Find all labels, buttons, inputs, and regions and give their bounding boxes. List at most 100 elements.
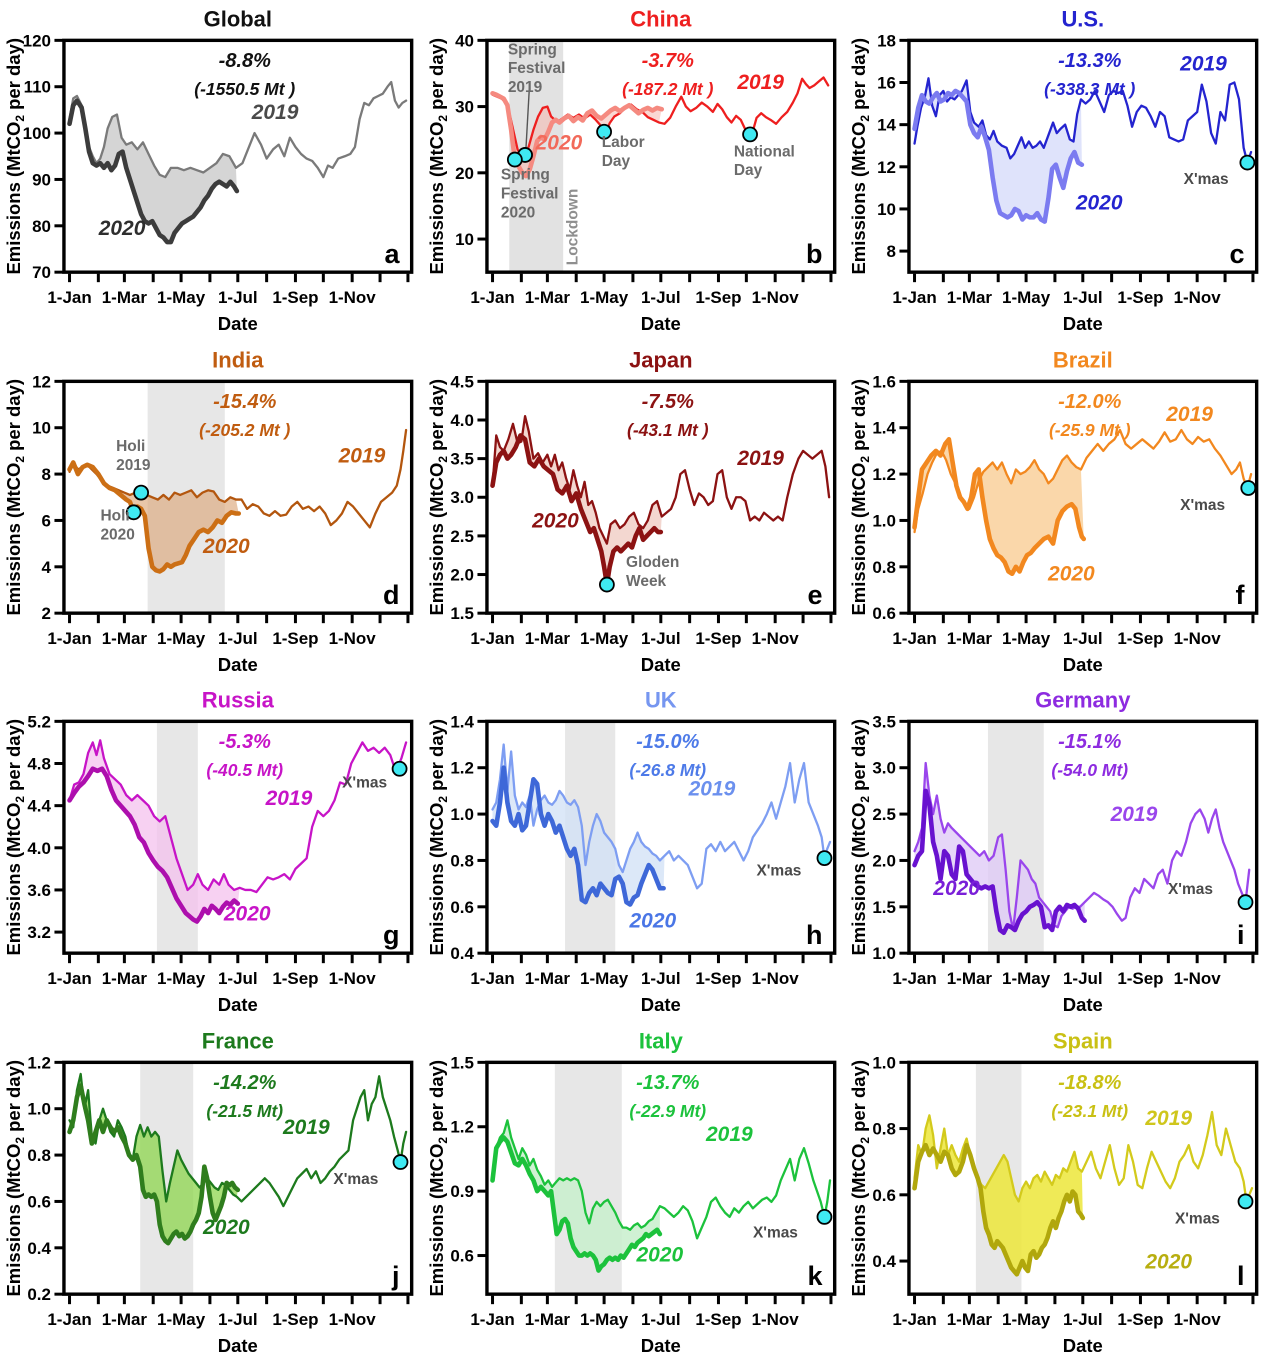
mt-change-label: (-187.2 Mt ) [622,79,713,99]
y-tick-label: 0.9 [450,1182,474,1201]
series-label-2020: 2020 [1145,1250,1193,1273]
panel-title: U.S. [1062,6,1105,31]
chart-germany: 1-Jan 1-Mar 1-May 1-Jul 1-Sep 1-Nov 1.0 1.5 2.0 2… [848,687,1259,1015]
y-tick-label: 3.5 [873,712,897,731]
panel-title: France [202,1028,274,1053]
event-dot [741,126,758,143]
x-tick-label: 1-Nov [751,629,799,648]
percent-change-label: -13.7% [636,1072,700,1094]
plot-frame [907,719,1259,955]
x-tick-label: 1-May [1002,969,1051,988]
x-tick-label: 1-Jan [893,969,937,988]
plot-frame [484,38,837,274]
percent-change-label: -15.1% [1058,731,1122,753]
x-tick-label: 1-Mar [524,1310,570,1329]
series-label-2019: 2019 [736,446,784,469]
chart-spain: 1-Jan 1-Mar 1-May 1-Jul 1-Sep 1-Nov 0.4 0.6 0.8 1… [848,1028,1259,1356]
mt-change-label: (-40.5 Mt) [206,760,283,780]
y-axis-label: Emissions (MtCO2 per day) [848,38,872,275]
mt-change-label: (-21.5 Mt) [206,1100,283,1120]
series-label-2020: 2020 [1047,562,1095,585]
plot-frame [62,38,414,274]
panel-letter: b [806,239,822,269]
x-tick-label: 1-Jul [641,1310,681,1329]
x-tick-label: 1-Sep [1118,1310,1164,1329]
y-tick-label: 4.5 [450,372,474,391]
x-tick-label: 1-Nov [1174,629,1222,648]
x-tick-label: 1-May [157,969,206,988]
x-tick-label: 1-Nov [751,969,799,988]
series-label-2019: 2019 [265,787,313,810]
panel-h-uk: 1-Jan 1-Mar 1-May 1-Jul 1-Sep 1-Nov 0.4 0.6 0.8 1… [423,681,846,1022]
y-tick-label: 3.0 [450,488,474,507]
y-tick-label: 80 [32,217,51,236]
y-tick-label: 2 [42,604,51,623]
x-tick-label: 1-Sep [1118,969,1164,988]
y-tick-label: 8 [42,465,51,484]
series-label-2019: 2019 [282,1116,330,1139]
y-tick-label: 120 [23,31,51,50]
chart-japan: 1-Jan 1-Mar 1-May 1-Jul 1-Sep 1-Nov 1.5 2.0 2.5 3… [426,347,837,675]
panel-title: Italy [638,1028,683,1053]
panel-title: China [630,6,692,31]
line-2019 [68,80,408,179]
panel-b-china: 1-Jan 1-Mar 1-May 1-Jul 1-Sep 1-Nov 10 20 30 40 Da… [423,0,846,341]
x-tick-label: 1-Jul [1063,629,1103,648]
gap-fill-2019-2020 [492,1119,660,1271]
y-tick-label: 1.0 [873,1053,897,1072]
y-tick-label: 2.0 [873,851,897,870]
chart-global: 1-Jan 1-Mar 1-May 1-Jul 1-Sep 1-Nov 70 80 90 100 1… [3,6,414,334]
series-label-2019: 2019 [705,1123,753,1146]
x-tick-label: 1-Jan [893,629,937,648]
percent-change-label: -15.0% [636,731,700,753]
x-axis-label: Date [1063,313,1103,334]
y-tick-label: 0.8 [27,1146,51,1165]
line-2020 [912,88,1085,224]
x-tick-label: 1-Mar [947,969,993,988]
y-tick-label: 12 [32,372,51,391]
annotation-label: Labor Day [601,134,644,170]
y-tick-label: 40 [455,31,474,50]
x-tick-label: 1-Sep [695,1310,741,1329]
event-dot [1240,479,1257,496]
y-tick-label: 4.0 [450,410,474,429]
series-label-2020: 2020 [223,903,271,926]
plot-frame [907,379,1259,615]
panel-c-us: 1-Jan 1-Mar 1-May 1-Jul 1-Sep 1-Nov 8 10 12 14 16 1… [845,0,1268,341]
panel-title: UK [645,687,677,712]
y-tick-label: 16 [877,73,896,92]
gap-fill-2019-2020 [69,1073,238,1243]
line-2020 [67,98,240,245]
y-tick-label: 3.6 [27,881,51,900]
y-tick-label: 30 [455,98,474,117]
y-tick-label: 2.5 [450,526,474,545]
panel-l-spain: 1-Jan 1-Mar 1-May 1-Jul 1-Sep 1-Nov 0.4 0.6 0.8 1… [845,1022,1268,1362]
y-tick-label: 0.6 [27,1192,51,1211]
x-tick-label: 1-May [157,1310,206,1329]
y-tick-label: 8 [887,242,896,261]
panel-letter: a [384,239,400,269]
x-tick-label: 1-Jan [470,969,514,988]
x-tick-label: 1-Sep [272,969,318,988]
y-tick-label: 6 [42,511,51,530]
y-axis-label: Emissions (MtCO2 per day) [848,719,872,956]
y-tick-label: 4.4 [27,797,51,816]
mt-change-label: (-205.2 Mt ) [199,419,290,439]
annotation-label: X'mas [1175,1210,1220,1227]
x-tick-label: 1-Mar [102,629,148,648]
plot-frame [484,379,837,615]
panel-title: Brazil [1053,347,1113,372]
chart-china: 1-Jan 1-Mar 1-May 1-Jul 1-Sep 1-Nov 10 20 30 40 Da… [426,6,837,334]
line-2019 [68,428,408,529]
chart-us: 1-Jan 1-Mar 1-May 1-Jul 1-Sep 1-Nov 8 10 12 14 16 1… [848,6,1259,334]
series-label-2019: 2019 [1179,52,1227,75]
y-tick-label: 1.2 [450,1117,474,1136]
y-axis-label: Emissions (MtCO2 per day) [426,719,450,956]
y-axis-label: Emissions (MtCO2 per day) [426,378,450,615]
y-tick-label: 0.4 [450,944,474,963]
x-tick-label: 1-Jul [1063,288,1103,307]
y-axis-label: Emissions (MtCO2 per day) [426,1059,450,1296]
y-axis-label: Emissions (MtCO2 per day) [3,378,27,615]
panel-letter: d [383,579,399,609]
line-2019 [491,76,829,157]
